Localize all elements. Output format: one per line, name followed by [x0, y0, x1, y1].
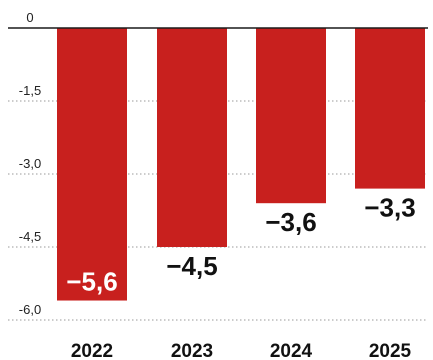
bar-2022: [57, 28, 127, 301]
bar-2023: [157, 28, 227, 247]
y-tick-label: -6,0: [19, 302, 41, 317]
y-tick-label: 0: [26, 10, 33, 25]
y-tick-label: -4,5: [19, 229, 41, 244]
y-tick-label: -3,0: [19, 156, 41, 171]
data-label: −3,6: [265, 207, 316, 237]
data-label: −4,5: [166, 251, 217, 281]
x-tick-label: 2025: [369, 341, 412, 360]
data-label: −5,6: [66, 267, 117, 297]
bar-2025: [355, 28, 425, 189]
data-label: −3,3: [364, 193, 415, 223]
x-tick-label: 2024: [270, 341, 313, 360]
x-tick-label: 2022: [71, 341, 113, 360]
y-tick-label: -1,5: [19, 83, 41, 98]
x-tick-label: 2023: [171, 341, 213, 360]
bar-2024: [256, 28, 326, 204]
